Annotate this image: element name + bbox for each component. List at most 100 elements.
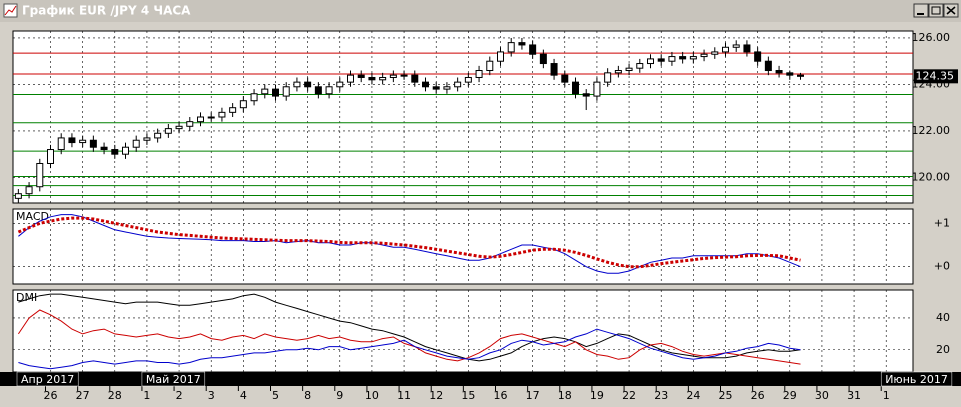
month-label: Апр 2017 bbox=[21, 373, 74, 386]
candle-body bbox=[422, 81, 429, 88]
candle-body bbox=[79, 139, 87, 144]
last-price-label: 124.35 bbox=[916, 69, 955, 82]
series-line bbox=[18, 214, 801, 274]
candle-body bbox=[304, 81, 312, 88]
candle-body bbox=[561, 74, 569, 83]
date-bar bbox=[0, 372, 961, 386]
candle-body bbox=[25, 186, 33, 195]
candle-body bbox=[486, 60, 494, 72]
x-tick-label: 23 bbox=[654, 389, 668, 402]
candle-body bbox=[14, 193, 22, 199]
candle-body bbox=[164, 128, 172, 134]
candle-body bbox=[454, 81, 462, 88]
y-tick-label: 40 bbox=[936, 311, 950, 324]
candle-body bbox=[647, 58, 654, 65]
candle-body bbox=[250, 93, 258, 102]
series-line bbox=[17, 309, 801, 365]
candle-body bbox=[186, 121, 194, 127]
candle-body bbox=[368, 76, 376, 81]
candle-body bbox=[775, 70, 783, 74]
candle-body bbox=[518, 42, 526, 46]
candle-body bbox=[293, 81, 301, 88]
candle-body bbox=[357, 74, 365, 78]
candle-body bbox=[400, 74, 408, 77]
candle-body bbox=[732, 44, 740, 48]
x-tick-label: 10 bbox=[365, 389, 379, 402]
x-tick-label: 1 bbox=[143, 389, 150, 402]
x-tick-label: 17 bbox=[526, 389, 540, 402]
x-tick-label: 30 bbox=[815, 389, 829, 402]
y-tick-label: +1 bbox=[934, 216, 950, 229]
macd-pane bbox=[12, 208, 914, 285]
window-title: График EUR /JPY 4 ЧАСА bbox=[22, 4, 191, 18]
x-tick-label: 11 bbox=[397, 389, 411, 402]
x-tick-label: 5 bbox=[272, 389, 279, 402]
candle-body bbox=[743, 44, 751, 53]
x-tick-label: 29 bbox=[783, 389, 797, 402]
candle-body bbox=[754, 51, 762, 62]
y-tick-label: 20 bbox=[936, 343, 950, 356]
candle-body bbox=[507, 42, 515, 53]
candle-body bbox=[582, 93, 590, 97]
candle-body bbox=[282, 86, 290, 97]
x-tick-label: 31 bbox=[847, 389, 861, 402]
candle-body bbox=[325, 86, 333, 95]
candle-body bbox=[689, 56, 697, 60]
x-tick-label: 24 bbox=[686, 389, 700, 402]
y-tick-label: 120.00 bbox=[912, 170, 951, 183]
candle-body bbox=[764, 60, 772, 72]
x-tick-label: 12 bbox=[429, 389, 443, 402]
month-label: Май 2017 bbox=[146, 373, 201, 386]
minimize-button[interactable] bbox=[913, 3, 929, 18]
x-tick-label: 4 bbox=[240, 389, 247, 402]
x-tick-label: 8 bbox=[304, 389, 311, 402]
candle-body bbox=[722, 46, 729, 53]
month-box bbox=[880, 371, 953, 387]
candle-body bbox=[539, 53, 547, 65]
candle-body bbox=[668, 56, 676, 62]
pane-title: MACD bbox=[16, 210, 49, 223]
x-tick-label: 22 bbox=[622, 389, 636, 402]
candle-body bbox=[218, 111, 226, 118]
candle-body bbox=[154, 132, 162, 139]
candle-body bbox=[89, 139, 97, 148]
x-tick-label: 25 bbox=[719, 389, 733, 402]
title-bar bbox=[0, 0, 961, 22]
x-tick-label: 2 bbox=[176, 389, 183, 402]
candle-body bbox=[572, 81, 579, 95]
candle-body bbox=[432, 86, 440, 90]
candle-body bbox=[625, 67, 633, 72]
candle-body bbox=[314, 86, 322, 95]
candle-body bbox=[143, 137, 151, 141]
candle-body bbox=[411, 74, 419, 83]
maximize-button[interactable] bbox=[928, 3, 944, 18]
x-tick-label: 27 bbox=[76, 389, 90, 402]
candle-body bbox=[636, 63, 644, 69]
maximize-icon bbox=[931, 6, 941, 15]
y-tick-label: 126.00 bbox=[912, 31, 951, 44]
x-tick-label: 16 bbox=[494, 389, 508, 402]
last-price-box bbox=[914, 69, 958, 84]
x-tick-label: 28 bbox=[108, 389, 122, 402]
x-tick-label: 15 bbox=[461, 389, 475, 402]
candle-body bbox=[207, 116, 215, 119]
x-tick-label: 9 bbox=[336, 389, 343, 402]
month-box bbox=[141, 371, 206, 387]
candle-body bbox=[604, 72, 612, 83]
candle-body bbox=[550, 63, 558, 76]
month-label: Июнь 2017 bbox=[885, 373, 948, 386]
candle-body bbox=[272, 88, 279, 97]
candle-body bbox=[261, 88, 269, 95]
candle-body bbox=[443, 86, 451, 90]
candle-body bbox=[797, 74, 804, 77]
candle-body bbox=[36, 162, 44, 188]
y-tick-label: 122.00 bbox=[912, 124, 951, 137]
candle-body bbox=[111, 149, 119, 155]
price-pane bbox=[12, 30, 914, 204]
series-line bbox=[18, 293, 801, 362]
x-tick-label: 19 bbox=[590, 389, 604, 402]
candle-body bbox=[379, 76, 387, 81]
candle-body bbox=[57, 137, 65, 151]
